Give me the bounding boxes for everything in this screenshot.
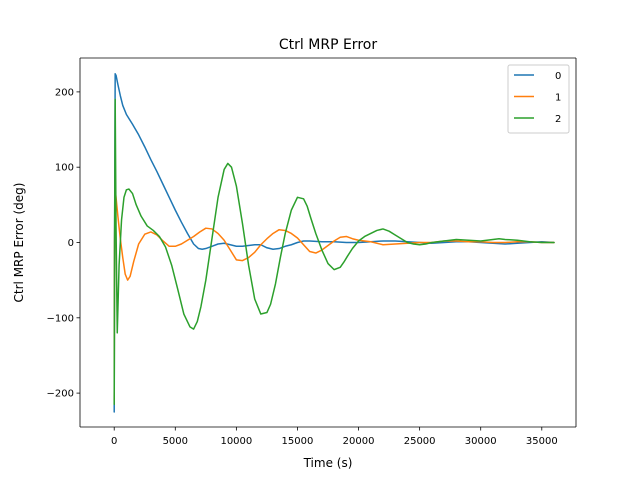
- series-line-0: [113, 73, 555, 413]
- plot-area: 0 5000 10000 15000 20000 25000 30000 35000 −200…: [47, 57, 577, 447]
- y-tick-label: 200: [55, 87, 74, 98]
- x-tick-label: 20000: [343, 436, 375, 447]
- legend-frame: [507, 64, 570, 134]
- legend: 0 1 2: [507, 64, 570, 134]
- y-axis-label: Ctrl MRP Error (deg): [12, 183, 26, 303]
- x-axis-label: Time (s): [303, 456, 353, 470]
- y-tick-label: −200: [47, 389, 74, 400]
- y-axis-ticks: −200 −100 0 100 200: [47, 87, 80, 400]
- y-tick-label: 100: [55, 163, 74, 174]
- x-tick-label: 10000: [220, 436, 252, 447]
- x-tick-label: 0: [111, 436, 117, 447]
- legend-items: 0 1 2: [514, 71, 561, 125]
- legend-label-2: 2: [555, 114, 561, 125]
- y-tick-label: 0: [68, 238, 74, 249]
- x-axis-ticks: 0 5000 10000 15000 20000 25000 30000 35000: [111, 427, 558, 447]
- legend-label-0: 0: [555, 71, 561, 82]
- series-line-2: [113, 98, 555, 406]
- legend-label-1: 1: [555, 93, 561, 104]
- chart-title: Ctrl MRP Error: [279, 37, 377, 53]
- x-tick-label: 5000: [163, 436, 188, 447]
- axes-frame: [79, 57, 577, 428]
- x-tick-label: 30000: [465, 436, 497, 447]
- x-tick-label: 15000: [282, 436, 314, 447]
- x-tick-label: 35000: [526, 436, 558, 447]
- series-line-1: [113, 189, 555, 402]
- series-layer: [113, 73, 555, 413]
- x-tick-label: 25000: [404, 436, 436, 447]
- y-tick-label: −100: [47, 313, 74, 324]
